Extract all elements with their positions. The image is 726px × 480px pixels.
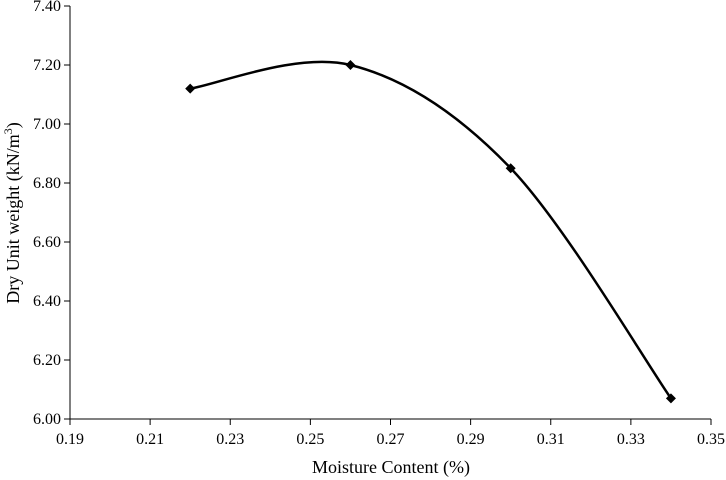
y-axis-title: Dry Unit weight (kN/m3) xyxy=(1,122,24,303)
x-tick-label: 0.19 xyxy=(56,431,84,448)
series-line xyxy=(190,60,672,400)
x-tick-label: 0.33 xyxy=(617,431,645,448)
y-tick-label: 7.00 xyxy=(33,116,61,133)
x-tick-label: 0.21 xyxy=(136,431,164,448)
x-tick-label: 0.31 xyxy=(537,431,565,448)
x-tick-label: 0.35 xyxy=(697,431,725,448)
data-point-marker xyxy=(505,163,516,174)
x-tick-label: 0.29 xyxy=(457,431,485,448)
x-tick-label: 0.23 xyxy=(216,431,244,448)
x-tick-label: 0.25 xyxy=(296,431,324,448)
y-axis-title-main: Dry Unit weight (kN/m xyxy=(3,134,24,303)
y-tick-label: 6.80 xyxy=(33,175,61,192)
y-tick-label: 6.60 xyxy=(33,234,61,251)
y-tick-label: 7.20 xyxy=(33,57,61,74)
x-tick-label: 0.27 xyxy=(377,431,405,448)
svg-text:Dry Unit weight (kN/m3): Dry Unit weight (kN/m3) xyxy=(1,122,24,303)
plot-area: 6.00 6.20 6.40 6.60 6.80 7.00 7.20 7.40 0.19 0.21… xyxy=(33,0,725,448)
y-tick-label: 6.20 xyxy=(33,352,61,369)
x-axis-title: Moisture Content (%) xyxy=(312,457,470,478)
data-point-marker xyxy=(185,83,196,94)
y-tick-label: 6.00 xyxy=(33,411,61,428)
y-axis-title-superscript: 3 xyxy=(1,128,15,134)
y-tick-label: 7.40 xyxy=(33,0,61,15)
data-point-marker xyxy=(345,60,356,70)
y-tick-label: 6.40 xyxy=(33,293,61,310)
y-axis-title-suffix: ) xyxy=(3,122,24,128)
data-point-marker xyxy=(665,393,676,404)
